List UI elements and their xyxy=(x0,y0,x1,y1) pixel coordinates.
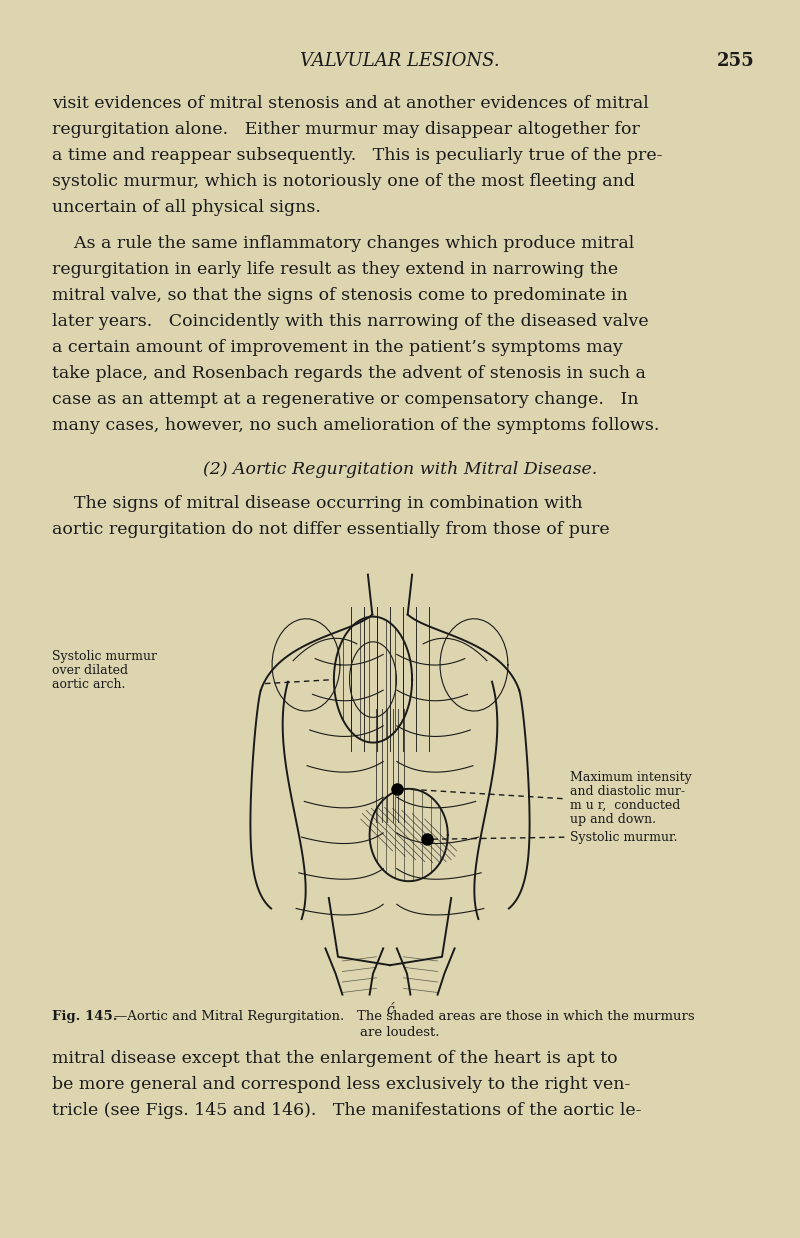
Text: visit evidences of mitral stenosis and at another evidences of mitral: visit evidences of mitral stenosis and a… xyxy=(52,95,649,111)
Text: Systolic murmur.: Systolic murmur. xyxy=(570,831,678,844)
Text: a certain amount of improvement in the patient’s symptoms may: a certain amount of improvement in the p… xyxy=(52,339,623,357)
Text: ć: ć xyxy=(386,1003,394,1016)
Text: —Aortic and Mitral Regurgitation.   The shaded areas are those in which the murm: —Aortic and Mitral Regurgitation. The sh… xyxy=(114,1010,694,1023)
Text: take place, and Rosenbach regards the advent of stenosis in such a: take place, and Rosenbach regards the ad… xyxy=(52,365,646,383)
Text: later years.   Coincidently with this narrowing of the diseased valve: later years. Coincidently with this narr… xyxy=(52,313,649,331)
Text: many cases, however, no such amelioration of the symptoms follows.: many cases, however, no such amelioratio… xyxy=(52,417,659,435)
Text: m u r,  conducted: m u r, conducted xyxy=(570,799,680,812)
Text: regurgitation alone.   Either murmur may disappear altogether for: regurgitation alone. Either murmur may d… xyxy=(52,121,640,137)
Text: mitral valve, so that the signs of stenosis come to predominate in: mitral valve, so that the signs of steno… xyxy=(52,287,628,305)
Text: up and down.: up and down. xyxy=(570,813,656,826)
Text: aortic arch.: aortic arch. xyxy=(52,677,126,691)
Text: As a rule the same inflammatory changes which produce mitral: As a rule the same inflammatory changes … xyxy=(52,235,634,253)
Text: case as an attempt at a regenerative or compensatory change.   In: case as an attempt at a regenerative or … xyxy=(52,391,638,409)
Text: over dilated: over dilated xyxy=(52,664,128,677)
Text: mitral disease except that the enlargement of the heart is apt to: mitral disease except that the enlargeme… xyxy=(52,1050,618,1067)
Text: VALVULAR LESIONS.: VALVULAR LESIONS. xyxy=(300,52,500,71)
Text: Fig. 145.: Fig. 145. xyxy=(52,1010,118,1023)
Text: Systolic murmur: Systolic murmur xyxy=(52,650,157,662)
Text: a time and reappear subsequently.   This is peculiarly true of the pre-: a time and reappear subsequently. This i… xyxy=(52,147,662,163)
Text: The signs of mitral disease occurring in combination with: The signs of mitral disease occurring in… xyxy=(52,495,582,513)
Text: be more general and correspond less exclusively to the right ven-: be more general and correspond less excl… xyxy=(52,1076,630,1093)
Text: regurgitation in early life result as they extend in narrowing the: regurgitation in early life result as th… xyxy=(52,261,618,279)
Text: 255: 255 xyxy=(718,52,755,71)
Text: tricle (see Figs. 145 and 146).   The manifestations of the aortic le-: tricle (see Figs. 145 and 146). The mani… xyxy=(52,1102,642,1119)
Text: aortic regurgitation do not differ essentially from those of pure: aortic regurgitation do not differ essen… xyxy=(52,521,610,539)
Text: are loudest.: are loudest. xyxy=(360,1026,440,1039)
Text: uncertain of all physical signs.: uncertain of all physical signs. xyxy=(52,199,321,215)
Text: and diastolic mur-: and diastolic mur- xyxy=(570,785,685,797)
Text: systolic murmur, which is notoriously one of the most fleeting and: systolic murmur, which is notoriously on… xyxy=(52,173,635,189)
Text: Maximum intensity: Maximum intensity xyxy=(570,771,692,784)
Text: (2) Aortic Regurgitation with Mitral Disease.: (2) Aortic Regurgitation with Mitral Dis… xyxy=(203,461,597,478)
